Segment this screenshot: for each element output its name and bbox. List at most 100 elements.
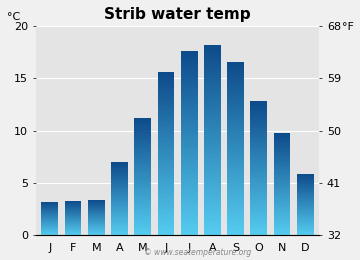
Bar [134,191,151,193]
Bar [204,226,221,228]
Bar [297,211,314,212]
Bar [227,181,244,183]
Bar [134,130,151,131]
Bar [41,209,58,210]
Bar [274,184,291,185]
Bar [181,166,198,168]
Bar [274,217,291,219]
Bar [158,158,174,160]
Bar [204,133,221,135]
Bar [134,125,151,127]
Bar [134,178,151,180]
Bar [41,213,58,214]
Bar [41,217,58,218]
Bar [65,206,81,207]
Bar [297,228,314,229]
Bar [134,186,151,187]
Bar [181,88,198,90]
Bar [181,196,198,199]
Bar [227,161,244,164]
Bar [158,225,174,227]
Bar [274,161,291,162]
Bar [111,198,128,199]
Bar [181,113,198,115]
Bar [227,179,244,181]
Bar [134,219,151,221]
Bar [204,104,221,107]
Bar [251,188,267,190]
Bar [204,200,221,202]
Bar [204,66,221,69]
Bar [181,173,198,176]
Bar [251,123,267,125]
Title: Strib water temp: Strib water temp [104,7,251,22]
Bar [134,196,151,197]
Bar [88,207,105,208]
Bar [181,164,198,166]
Bar [227,196,244,198]
Bar [251,178,267,180]
Bar [134,165,151,166]
Bar [227,62,244,64]
Bar [227,207,244,209]
Bar [158,219,174,221]
Bar [158,111,174,113]
Bar [158,160,174,162]
Bar [134,205,151,206]
Bar [134,172,151,174]
Bar [297,199,314,200]
Bar [134,221,151,222]
Bar [227,164,244,166]
Bar [65,203,81,204]
Bar [297,189,314,190]
Bar [158,188,174,191]
Bar [158,76,174,78]
Bar [65,220,81,221]
Bar [251,227,267,229]
Bar [181,210,198,212]
Bar [274,233,291,234]
Bar [111,190,128,191]
Bar [111,207,128,208]
Bar [227,112,244,114]
Bar [274,183,291,184]
Bar [297,198,314,199]
Bar [297,222,314,223]
Bar [274,198,291,199]
Bar [251,106,267,108]
Bar [274,136,291,138]
Bar [251,187,267,188]
Bar [111,182,128,183]
Bar [227,231,244,233]
Bar [41,230,58,231]
Bar [227,144,244,146]
Bar [274,147,291,148]
Bar [134,128,151,130]
Bar [88,225,105,226]
Bar [181,132,198,134]
Bar [181,136,198,139]
Bar [274,133,291,134]
Bar [297,175,314,176]
Bar [227,131,244,133]
Bar [251,152,267,153]
Bar [227,194,244,196]
Bar [111,179,128,180]
Bar [111,229,128,230]
Bar [204,73,221,76]
Bar [41,226,58,227]
Bar [134,118,151,120]
Bar [134,212,151,213]
Bar [204,128,221,131]
Bar [204,231,221,233]
Bar [158,217,174,219]
Bar [297,192,314,193]
Bar [158,197,174,199]
Bar [251,136,267,138]
Bar [88,234,105,235]
Bar [134,164,151,165]
Bar [158,129,174,131]
Bar [65,210,81,211]
Bar [41,214,58,215]
Bar [274,210,291,211]
